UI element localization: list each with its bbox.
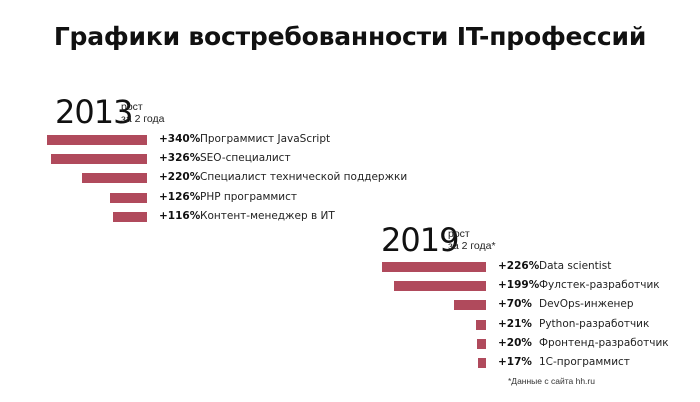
bar-category-label: Специалист технической поддержки xyxy=(200,171,408,184)
bar-category-label: Data scientist xyxy=(539,260,612,272)
bar-value-label: +226% xyxy=(498,260,540,272)
bar-row: +116% Контент-менеджер в ИТ xyxy=(0,208,700,227)
chart-subtitle-line2: за 2 года* xyxy=(448,240,496,252)
bar-category-label: Программист JavaScript xyxy=(200,133,331,145)
bar-category-label: DevOps-инженер xyxy=(539,298,634,311)
bar-category-label: Контент-менеджер в ИТ xyxy=(200,209,335,222)
bar xyxy=(476,338,486,349)
bar-value-label: +17% xyxy=(498,356,532,368)
bar-value-label: +20% xyxy=(498,336,532,349)
chart-year: 2019 xyxy=(381,221,459,259)
chart-year: 2013 xyxy=(55,93,133,131)
bar-value-label: +220% xyxy=(159,171,201,184)
bar-category-label: Фронтенд-разработчик xyxy=(539,336,669,349)
bar xyxy=(109,192,147,203)
bar-value-label: +126% xyxy=(159,190,201,203)
bar xyxy=(47,135,147,145)
bar-category-label: SEO-специалист xyxy=(200,152,291,165)
footnote: *Данные с сайта hh.ru xyxy=(508,376,595,386)
chart-subtitle: рост за 2 года xyxy=(121,101,165,125)
bar-value-label: +70% xyxy=(498,298,532,311)
bar-category-label: PHP программист xyxy=(200,190,298,203)
bar xyxy=(82,173,147,184)
bar xyxy=(476,319,486,330)
bar-value-label: +21% xyxy=(498,317,532,330)
page-title: Графики востребованности IT-профессий xyxy=(53,22,647,51)
bar-row: +340% Программист JavaScript xyxy=(0,131,700,150)
bar-row: +20% Фронтенд-разработчик xyxy=(0,335,700,354)
chart-subtitle-line1: рост xyxy=(448,228,470,240)
bar-value-label: +116% xyxy=(159,209,201,222)
bar-row: +326% SEO-специалист xyxy=(0,150,700,169)
bar-row: +21% Python-разработчик xyxy=(0,316,700,335)
bar xyxy=(453,300,486,311)
bar xyxy=(382,262,486,272)
bar xyxy=(478,358,486,368)
chart-subtitle-line2: за 2 года xyxy=(121,113,165,125)
chart-subtitle-line1: рост xyxy=(121,101,143,113)
chart-subtitle: рост за 2 года* xyxy=(448,228,496,252)
bar-row: +226% Data scientist xyxy=(0,258,700,277)
bar-row: +70% DevOps-инженер xyxy=(0,296,700,315)
bar-row: +199% Фулстек-разработчик xyxy=(0,277,700,296)
bar-value-label: +326% xyxy=(159,152,201,165)
bar-row: +220% Специалист технической поддержки xyxy=(0,169,700,188)
bar xyxy=(51,154,147,165)
bar-row: +126% PHP программист xyxy=(0,189,700,208)
bar-value-label: +199% xyxy=(498,279,540,292)
bar-row: +17% 1С-программист xyxy=(0,354,700,373)
bar xyxy=(394,281,486,292)
bar-category-label: Python-разработчик xyxy=(539,317,650,330)
bar-category-label: Фулстек-разработчик xyxy=(539,279,660,292)
bar-value-label: +340% xyxy=(159,133,201,145)
bar-category-label: 1С-программист xyxy=(539,356,630,368)
bar xyxy=(112,211,147,222)
